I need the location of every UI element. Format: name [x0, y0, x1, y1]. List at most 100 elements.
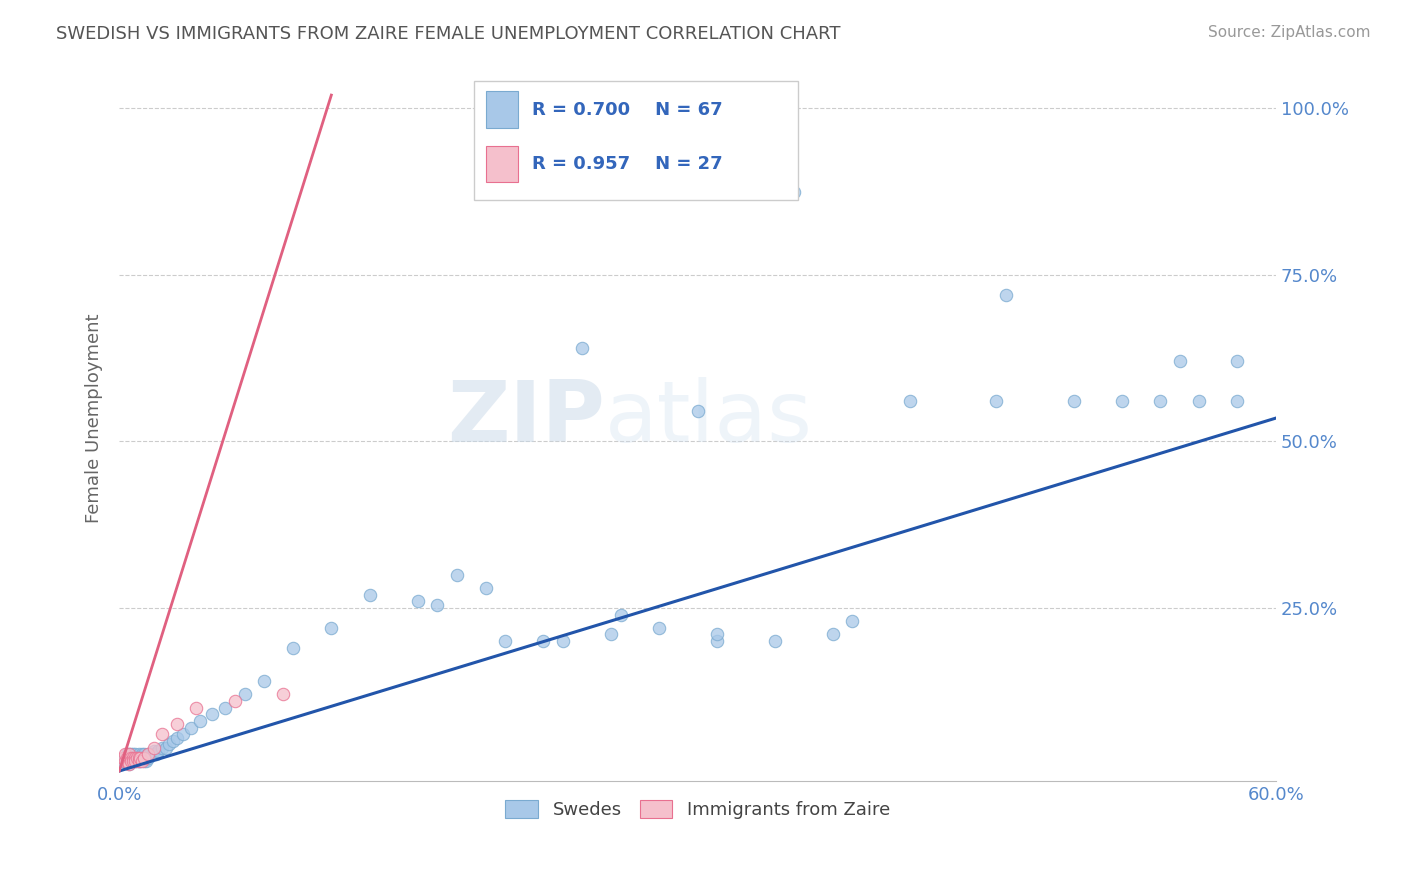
- FancyBboxPatch shape: [474, 80, 799, 201]
- Point: [446, 567, 468, 582]
- Y-axis label: Female Unemployment: Female Unemployment: [86, 313, 103, 523]
- Point: [648, 621, 671, 635]
- Point: [201, 707, 224, 722]
- Point: [124, 754, 146, 768]
- Point: [233, 688, 256, 702]
- Text: SWEDISH VS IMMIGRANTS FROM ZAIRE FEMALE UNEMPLOYMENT CORRELATION CHART: SWEDISH VS IMMIGRANTS FROM ZAIRE FEMALE …: [56, 25, 841, 43]
- Point: [118, 757, 141, 772]
- Point: [150, 740, 173, 755]
- Point: [128, 754, 150, 768]
- Point: [150, 727, 173, 741]
- Point: [531, 634, 554, 648]
- Point: [706, 634, 728, 648]
- Point: [186, 700, 208, 714]
- Point: [135, 754, 157, 768]
- Point: [162, 734, 184, 748]
- Point: [551, 634, 574, 648]
- Point: [114, 754, 136, 768]
- Point: [224, 694, 246, 708]
- Point: [134, 754, 156, 768]
- Point: [1149, 394, 1171, 409]
- Point: [783, 185, 806, 199]
- Point: [118, 757, 141, 772]
- Point: [139, 747, 162, 762]
- Point: [129, 750, 152, 764]
- Point: [125, 750, 148, 764]
- Point: [124, 750, 146, 764]
- Point: [145, 747, 167, 762]
- Point: [120, 750, 142, 764]
- Point: [143, 744, 166, 758]
- Point: [120, 754, 142, 768]
- Point: [166, 731, 188, 745]
- Point: [571, 341, 593, 355]
- Point: [128, 750, 150, 764]
- Point: [121, 750, 143, 764]
- Point: [686, 404, 709, 418]
- Point: [135, 750, 157, 764]
- Point: [281, 640, 304, 655]
- Point: [118, 747, 141, 762]
- Point: [118, 750, 141, 764]
- Text: ZIP: ZIP: [447, 376, 605, 459]
- Point: [128, 747, 150, 762]
- Point: [609, 607, 631, 622]
- Point: [841, 614, 863, 628]
- Point: [115, 754, 138, 768]
- Point: [121, 754, 143, 768]
- Point: [114, 750, 136, 764]
- Point: [118, 750, 141, 764]
- Point: [125, 754, 148, 768]
- Point: [986, 394, 1008, 409]
- Point: [134, 750, 156, 764]
- Point: [1111, 394, 1133, 409]
- Point: [118, 747, 141, 762]
- Point: [128, 750, 150, 764]
- Point: [141, 747, 163, 762]
- Point: [121, 750, 143, 764]
- Point: [599, 627, 621, 641]
- Point: [131, 747, 153, 762]
- Point: [166, 717, 188, 731]
- Point: [120, 750, 142, 764]
- Text: R = 0.700    N = 67: R = 0.700 N = 67: [533, 101, 723, 119]
- Point: [157, 737, 180, 751]
- FancyBboxPatch shape: [486, 146, 519, 182]
- Point: [155, 740, 177, 755]
- Point: [115, 747, 138, 762]
- Point: [146, 744, 169, 758]
- Point: [125, 750, 148, 764]
- Point: [1188, 394, 1211, 409]
- Point: [121, 754, 143, 768]
- Point: [821, 627, 844, 641]
- Point: [474, 581, 496, 595]
- Text: atlas: atlas: [605, 376, 813, 459]
- Point: [180, 721, 202, 735]
- Point: [128, 754, 150, 768]
- Point: [112, 754, 135, 768]
- Point: [129, 750, 152, 764]
- Point: [995, 288, 1018, 302]
- Point: [124, 754, 146, 768]
- Point: [406, 594, 429, 608]
- Point: [188, 714, 211, 728]
- Point: [172, 727, 194, 741]
- Point: [124, 750, 146, 764]
- Text: R = 0.957    N = 27: R = 0.957 N = 27: [533, 155, 723, 173]
- Point: [271, 688, 294, 702]
- Point: [214, 700, 236, 714]
- Point: [134, 747, 156, 762]
- Point: [898, 394, 921, 409]
- Point: [706, 627, 728, 641]
- Point: [120, 747, 142, 762]
- Point: [426, 598, 449, 612]
- Text: Source: ZipAtlas.com: Source: ZipAtlas.com: [1208, 25, 1371, 40]
- Point: [112, 750, 135, 764]
- Legend: Swedes, Immigrants from Zaire: Swedes, Immigrants from Zaire: [498, 793, 897, 826]
- FancyBboxPatch shape: [486, 92, 519, 128]
- Point: [1063, 394, 1085, 409]
- Point: [136, 750, 159, 764]
- Point: [136, 747, 159, 762]
- Point: [1168, 354, 1191, 368]
- Point: [494, 634, 516, 648]
